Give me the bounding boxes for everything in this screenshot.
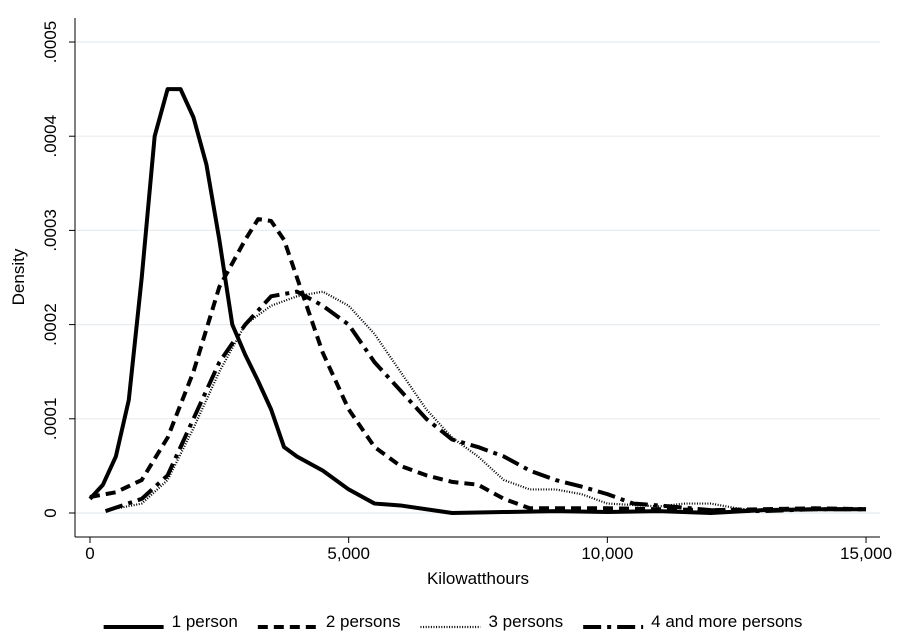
x-tick-label: 15,000 <box>840 544 892 563</box>
x-tick-label: 10,000 <box>581 544 633 563</box>
y-tick-label: .0004 <box>41 115 60 158</box>
y-tick-label: 0 <box>41 508 60 517</box>
x-tick-label: 0 <box>85 544 94 563</box>
legend-label: 4 and more persons <box>651 612 802 631</box>
density-line <box>104 289 867 514</box>
y-tick-label: .0002 <box>41 303 60 346</box>
legend-label: 1 person <box>172 612 238 631</box>
y-tick-label: .0003 <box>41 209 60 252</box>
y-tick-label: .0005 <box>41 21 60 64</box>
x-axis-title: Kilowatthours <box>427 569 529 588</box>
y-tick-label: .0001 <box>41 398 60 441</box>
y-axis-title: Density <box>9 248 28 305</box>
legend-label: 2 persons <box>326 612 401 631</box>
x-tick-label: 5,000 <box>327 544 370 563</box>
density-line <box>88 87 867 515</box>
legend-label: 3 persons <box>488 612 563 631</box>
density-line <box>89 217 867 513</box>
density-line <box>107 290 867 513</box>
